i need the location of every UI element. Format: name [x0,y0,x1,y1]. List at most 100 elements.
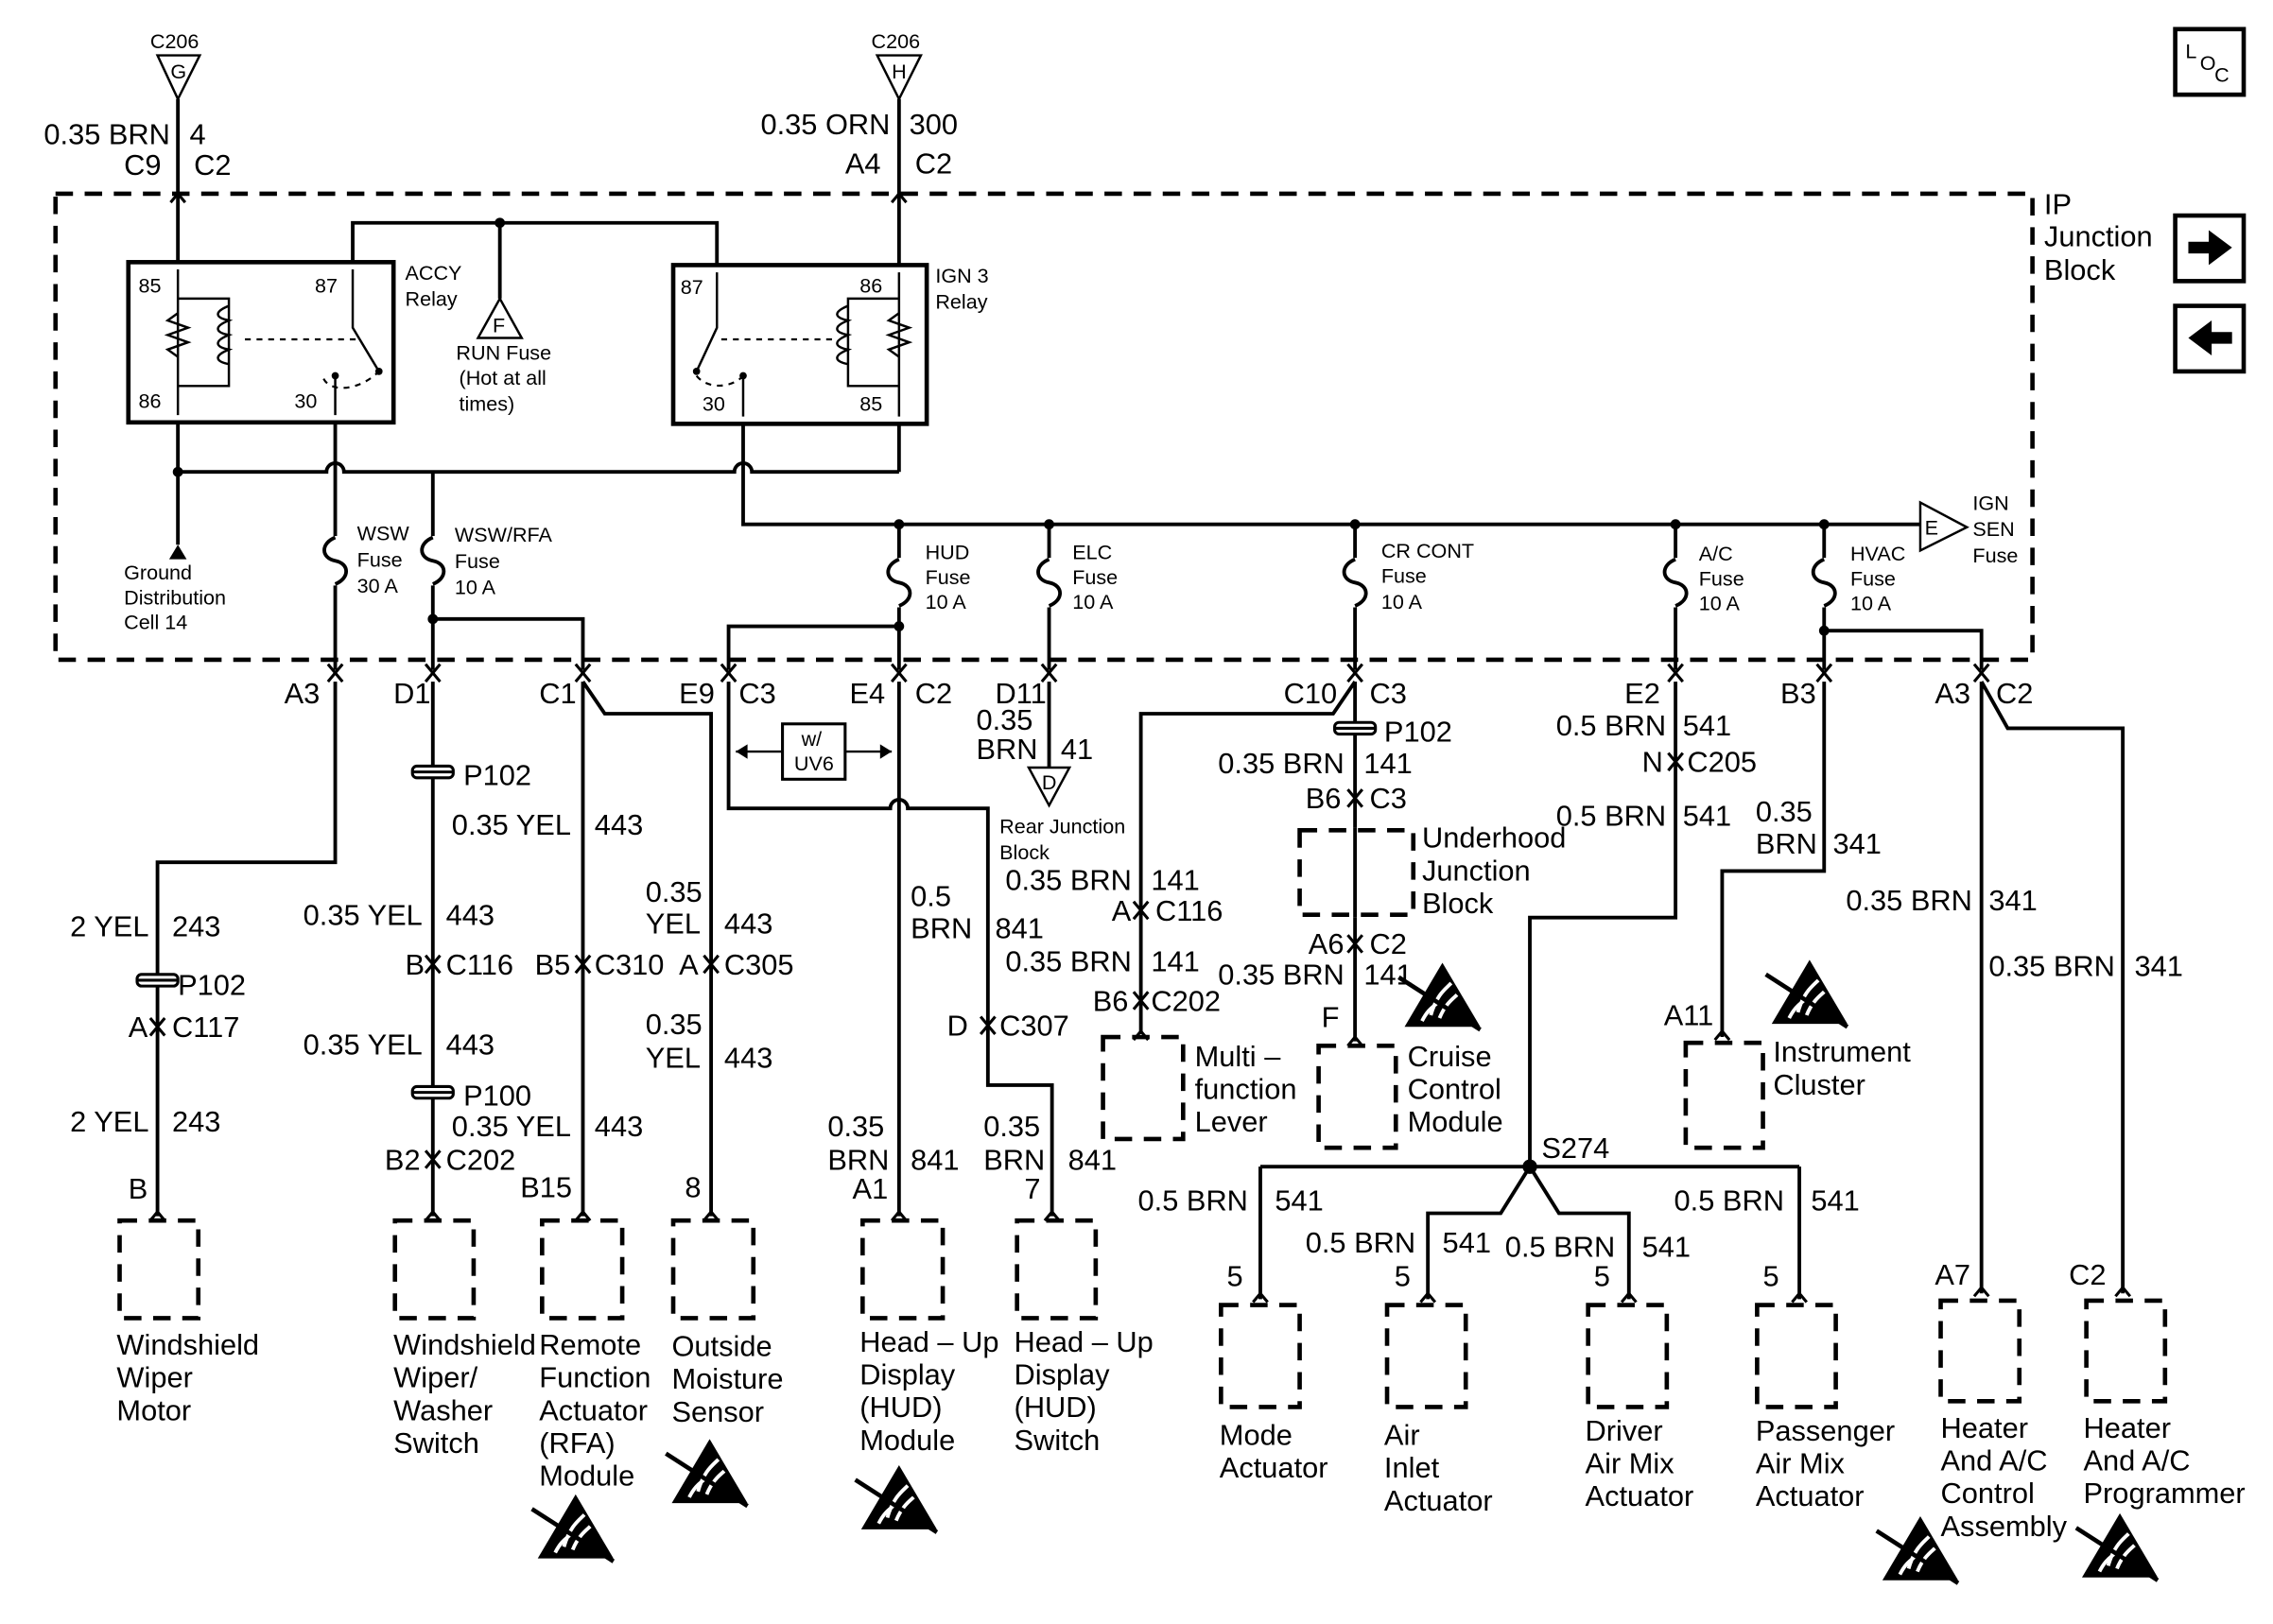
wire-label: 0.5 BRN [1306,1226,1415,1259]
uv6-option-box: w/ UV6 [736,722,893,781]
windshield-wiper-motor-box[interactable] [117,1218,201,1321]
wire-label: 0.5 BRN [1505,1231,1615,1264]
connector-label: B2 [385,1143,421,1176]
wire-label: 0.35 YEL [452,808,571,841]
connector-label: A [1112,894,1132,927]
wire-label: 0.35 BRN [1988,949,2115,982]
circuit-label: 443 [595,808,643,841]
moisture-sensor-box[interactable] [670,1218,756,1321]
component-instrument-cluster: Instrument Cluster [1773,1035,1911,1101]
connector-pin: G [170,60,186,83]
loc-letter: L [2185,40,2196,63]
hud-module-box[interactable] [860,1218,946,1321]
component-multifunction-lever: Multi – function Lever [1195,1040,1297,1138]
circuit-label: 443 [724,907,772,941]
connector-label: C307 [999,1010,1069,1043]
fuse-label: SEN [1972,517,2014,541]
component-wiper-washer-switch: Windshield Wiper/Washer Switch [393,1328,536,1460]
mode-actuator-box[interactable] [1219,1303,1302,1409]
block-title: Junction [2044,219,2153,252]
connector-label: 5 [1763,1260,1779,1293]
pin-label: E [1925,515,1938,539]
connector-label: 7 [1024,1172,1040,1205]
arrow-left-icon[interactable] [2173,303,2247,374]
driver-air-mix-actuator-box[interactable] [1586,1303,1670,1409]
fuse-label: WSW [357,522,410,545]
relay-pin: 85 [859,392,882,416]
pin-label: F [493,313,505,337]
fuse-label: HVAC [1850,542,1905,565]
component-air-inlet-actuator: Air Inlet Actuator [1384,1418,1493,1516]
rear-junction-label: Rear Junction [999,814,1125,838]
connector-label: C116 [1155,894,1223,927]
wiper-washer-switch-box[interactable] [392,1218,477,1321]
wire-label: BRN [827,1143,889,1176]
connector-pin: H [892,60,907,83]
ign3-relay: 87 86 30 85 IGN 3 Relay [670,263,989,426]
fuse-label: RUN Fuse [456,341,551,365]
passenger-air-mix-actuator-box[interactable] [1755,1303,1838,1409]
connector-label: C205 [1687,746,1757,779]
wire-label: 0.35 [977,703,1033,736]
heater-ac-programmer-box[interactable] [2084,1298,2168,1404]
relay-pin: 86 [139,389,162,412]
ground-text: Ground [124,561,192,584]
underhood-junction-block-box[interactable] [1297,827,1416,917]
loc-letter: O [2200,51,2216,75]
component-heater-ac-control-assembly: Heater And A/C Control Assembly [1941,1411,2068,1543]
relay-pin: 30 [294,389,317,412]
connector-label: C2 [1370,927,1407,960]
circuit-label: 443 [595,1110,643,1143]
wire-label: 0.35 [827,1110,884,1143]
circuit-label: 541 [1443,1226,1491,1259]
arrow-right-icon[interactable] [2173,213,2247,284]
wire-label: 0.35 [646,875,703,908]
fuse-label: HUD [926,541,970,564]
run-fuse-feed: F RUN Fuse (Hot at all times) [456,296,551,416]
fuse-wsw-rfa: WSW/RFA Fuse 10 A [418,523,553,599]
loc-icon[interactable]: L O C [2173,26,2247,97]
instrument-cluster-box[interactable] [1683,1040,1765,1150]
hud-switch-box[interactable] [1015,1218,1099,1321]
relay-pin: 86 [859,274,882,298]
connector-label: A1 [853,1172,889,1205]
fuse-label: times) [460,392,515,416]
component-hud-module: Head – Up Display (HUD) Module [859,1325,998,1457]
connector-label: 5 [1395,1260,1411,1293]
air-inlet-actuator-box[interactable] [1384,1303,1468,1409]
circuit-label: 141 [1363,959,1412,992]
fuse-label: Fuse [1072,565,1118,589]
connector-label: F [1322,1000,1340,1033]
wire-label: 0.35 BRN [1218,747,1345,780]
fuse-label: 10 A [455,576,496,599]
circuit-label: 841 [996,911,1044,944]
fuse-ac: A/C Fuse 10 A [1660,542,1744,615]
fuse-elc: ELC Fuse 10 A [1034,541,1118,613]
wire-label: BRN [983,1143,1045,1176]
heater-ac-control-box[interactable] [1938,1298,2022,1404]
wire-label: BRN [977,733,1038,766]
wire-label: 0.35 YEL [304,1028,423,1062]
connector-label: A4 [845,147,881,180]
connector-label: C305 [724,948,794,981]
accy-relay: 85 87 86 30 ACCY Relay [126,260,461,425]
fuse-cr-cont: CR CONT Fuse 10 A [1340,539,1474,613]
wire-label: 0.35 [1756,795,1813,828]
connector-label: P102 [1384,715,1452,748]
pin-label: E4 [849,677,885,710]
component-hud-switch: Head – Up Display (HUD) Switch [1015,1325,1154,1457]
connector-label: A [679,948,699,981]
circuit-label: 541 [1811,1183,1859,1217]
cruise-control-module-box[interactable] [1316,1043,1398,1150]
multifunction-lever-box[interactable] [1101,1034,1186,1142]
circuit-label: 541 [1683,709,1731,742]
wire-label: 0.5 BRN [1556,800,1666,833]
pin-label: C2 [1996,677,2033,710]
block-pin-labels: A3 D1 C1 E9 C3 E4 C2 D11 C10 C3 E2 B3 A3… [285,677,2034,710]
rear-junction-label: Block [999,840,1050,864]
ip-junction-block: IP Junction Block 85 87 86 30 ACCY Relay [53,187,2153,683]
component-rfa-module: Remote Function Actuator (RFA) Module [539,1328,651,1493]
pin-label: D11 [996,677,1047,710]
circuit-label: 541 [1683,800,1731,833]
rfa-module-box[interactable] [540,1218,625,1321]
